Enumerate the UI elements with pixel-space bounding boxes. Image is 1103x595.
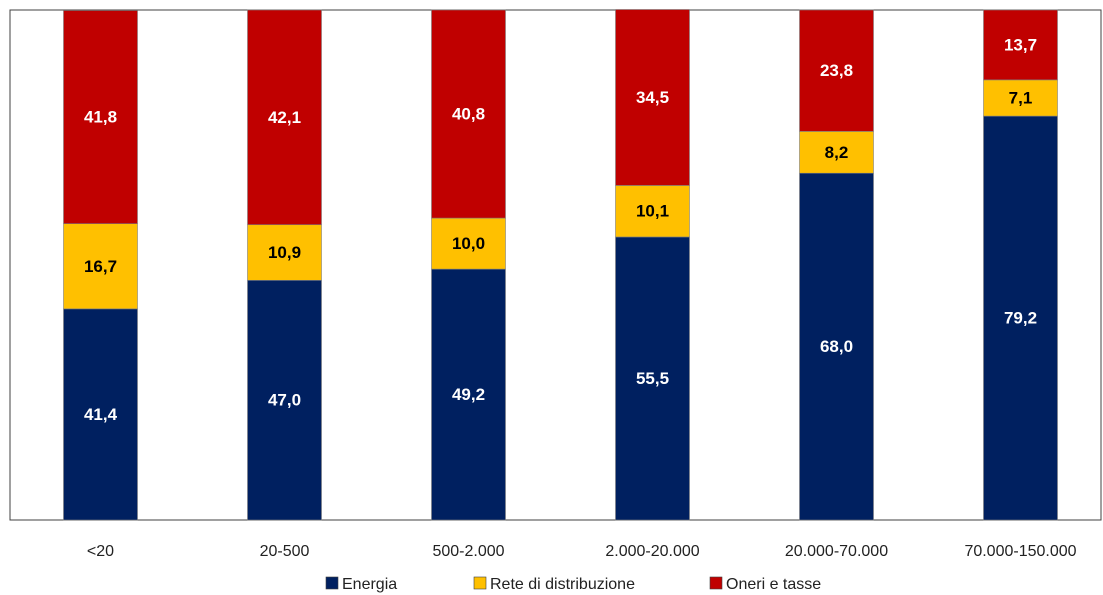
bar-segment <box>983 9 1058 81</box>
legend: Energia Rete di distribuzione Oneri e tass… <box>325 576 821 593</box>
bar-segment <box>983 115 1058 521</box>
data-label: 8,2 <box>825 143 849 162</box>
plot-area-border <box>9 9 1102 521</box>
bar-segment <box>799 172 874 521</box>
category-label: 500-2.000 <box>432 543 504 560</box>
data-label: 23,8 <box>820 61 853 80</box>
bar-segment <box>615 9 690 186</box>
data-label: 41,4 <box>84 405 118 424</box>
data-label: 68,0 <box>820 337 853 356</box>
category-label: <20 <box>87 543 114 560</box>
bar-segment <box>247 279 322 521</box>
data-label: 42,1 <box>268 108 301 127</box>
bar-segment <box>63 10 138 224</box>
data-label: 47,0 <box>268 391 301 410</box>
bar-segment <box>63 308 138 521</box>
legend-swatch <box>709 576 723 590</box>
bar-segment <box>431 9 506 219</box>
legend-swatch <box>473 576 487 590</box>
data-label: 10,0 <box>452 234 485 253</box>
data-label: 10,1 <box>636 202 669 221</box>
bar-segment <box>247 224 322 281</box>
category-label: 20.000-70.000 <box>785 543 888 560</box>
category-label: 70.000-150.000 <box>964 543 1076 560</box>
bar-segment <box>431 268 506 521</box>
bar-segment <box>63 223 138 310</box>
bar-segment <box>431 217 506 270</box>
legend-swatch <box>325 576 339 590</box>
data-label: 41,8 <box>84 108 117 127</box>
data-label: 49,2 <box>452 385 485 404</box>
bar-segment <box>983 79 1058 117</box>
data-label: 34,5 <box>636 88 669 107</box>
category-label: 2.000-20.000 <box>605 543 699 560</box>
data-label: 40,8 <box>452 105 485 124</box>
legend-label: Rete di distribuzione <box>490 576 635 593</box>
category-label: 20-500 <box>260 543 310 560</box>
bar-segment <box>615 236 690 521</box>
data-labels-layer: 41,4 16,7 41,8 47,0 10,9 42,1 49,2 10,0 40,8 55,5… <box>84 35 1037 423</box>
data-label: 7,1 <box>1009 88 1033 107</box>
bar-segment <box>247 9 322 226</box>
data-label: 13,7 <box>1004 35 1037 54</box>
bar-segment <box>799 9 874 132</box>
bar-segment <box>615 185 690 238</box>
legend-label: Energia <box>342 576 397 593</box>
data-label: 16,7 <box>84 257 117 276</box>
bars-layer <box>63 9 1058 521</box>
category-axis-labels: <20 20-500 500-2.000 2.000-20.000 20.000-70.… <box>87 543 1077 560</box>
legend-label: Oneri e tasse <box>726 576 821 593</box>
data-label: 79,2 <box>1004 309 1037 328</box>
data-label: 55,5 <box>636 369 669 388</box>
data-label: 10,9 <box>268 243 301 262</box>
